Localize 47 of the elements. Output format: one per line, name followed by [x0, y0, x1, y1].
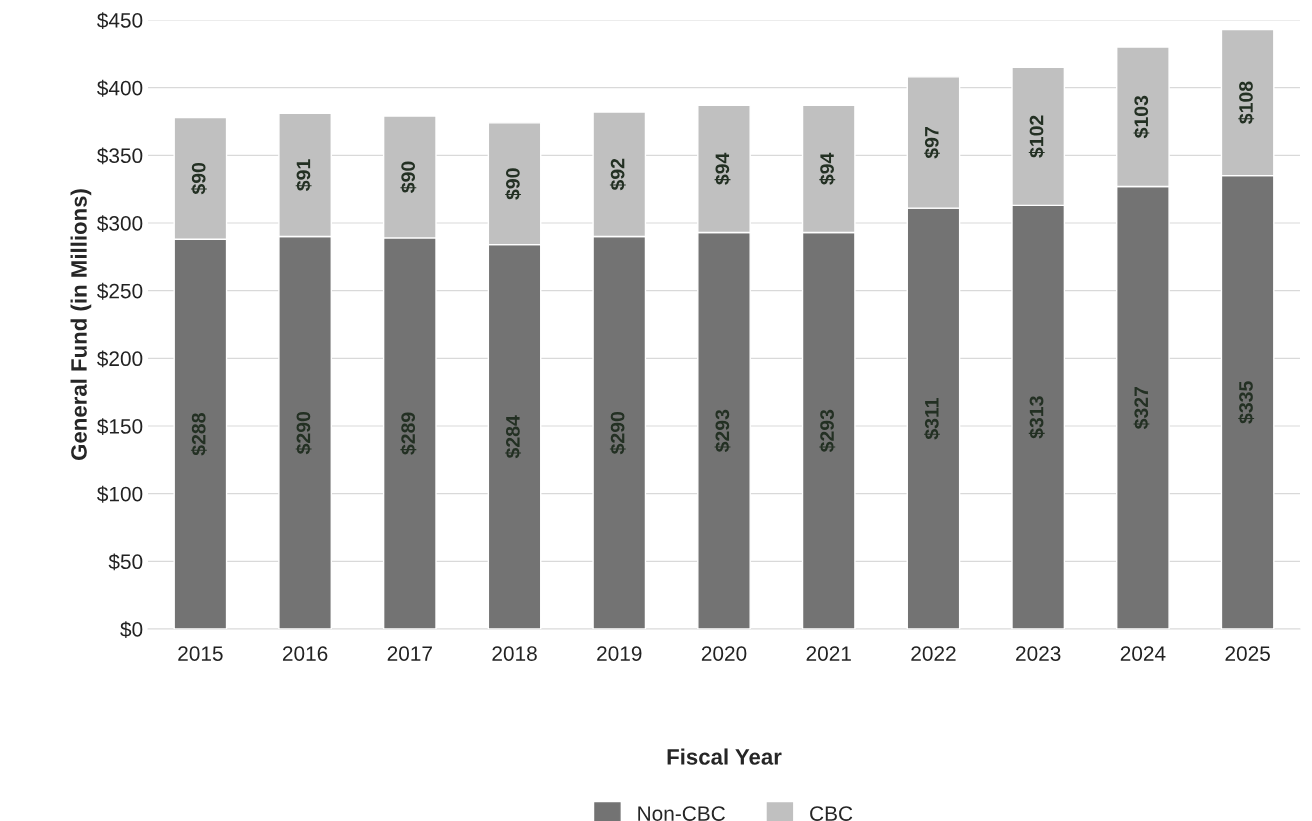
y-axis-title: General Fund (in Millions): [70, 189, 92, 460]
y-tick-label: $150: [97, 418, 143, 435]
x-tick-label: 2025: [1225, 646, 1270, 661]
x-tick-label: 2019: [597, 646, 642, 661]
data-label: $108: [1238, 81, 1255, 124]
data-label: $90: [190, 162, 207, 195]
data-label: $293: [819, 409, 836, 453]
data-label: $97: [924, 127, 940, 159]
data-label: $284: [505, 415, 522, 459]
data-label: $311: [924, 398, 940, 440]
x-tick-label: 2023: [1016, 646, 1061, 661]
data-label: $103: [1133, 95, 1150, 139]
y-tick-label: $200: [97, 350, 143, 368]
data-label: $90: [505, 168, 522, 200]
y-tick-label: $250: [97, 282, 143, 300]
x-tick-label: 2016: [282, 646, 328, 661]
x-tick-label: 2018: [492, 646, 537, 661]
y-tick-label: $100: [97, 485, 143, 503]
data-label: $90: [400, 161, 417, 193]
data-label: $288: [190, 413, 207, 456]
x-tick-label: 2022: [911, 646, 956, 661]
x-tick-label: 2015: [178, 646, 223, 661]
y-tick-label: $0: [120, 621, 143, 638]
data-label: $313: [1028, 396, 1045, 439]
data-label: $92: [609, 158, 626, 191]
legend-label: Non-CBC: [638, 806, 725, 821]
y-tick-label: $450: [97, 12, 143, 29]
data-label: $102: [1028, 115, 1045, 158]
x-tick-label: 2021: [806, 646, 851, 661]
data-label: $289: [400, 412, 417, 455]
y-tick-label: $50: [108, 553, 143, 571]
data-label: $290: [295, 411, 312, 455]
x-tick-label: 2017: [387, 646, 432, 661]
data-label: $91: [295, 159, 312, 191]
data-label: $94: [714, 152, 731, 185]
data-label: $94: [819, 152, 836, 185]
data-label: $293: [714, 409, 731, 453]
x-tick-label: 2020: [701, 646, 747, 661]
y-tick-label: $300: [97, 215, 143, 232]
data-label: $335: [1238, 381, 1255, 424]
data-label: $290: [609, 411, 626, 455]
legend-label: CBC: [810, 806, 853, 821]
y-tick-label: $400: [97, 79, 143, 97]
y-tick-label: $350: [97, 147, 143, 165]
x-tick-label: 2024: [1120, 646, 1166, 661]
x-axis-title: Fiscal Year: [667, 748, 782, 765]
data-label: $327: [1133, 386, 1150, 430]
